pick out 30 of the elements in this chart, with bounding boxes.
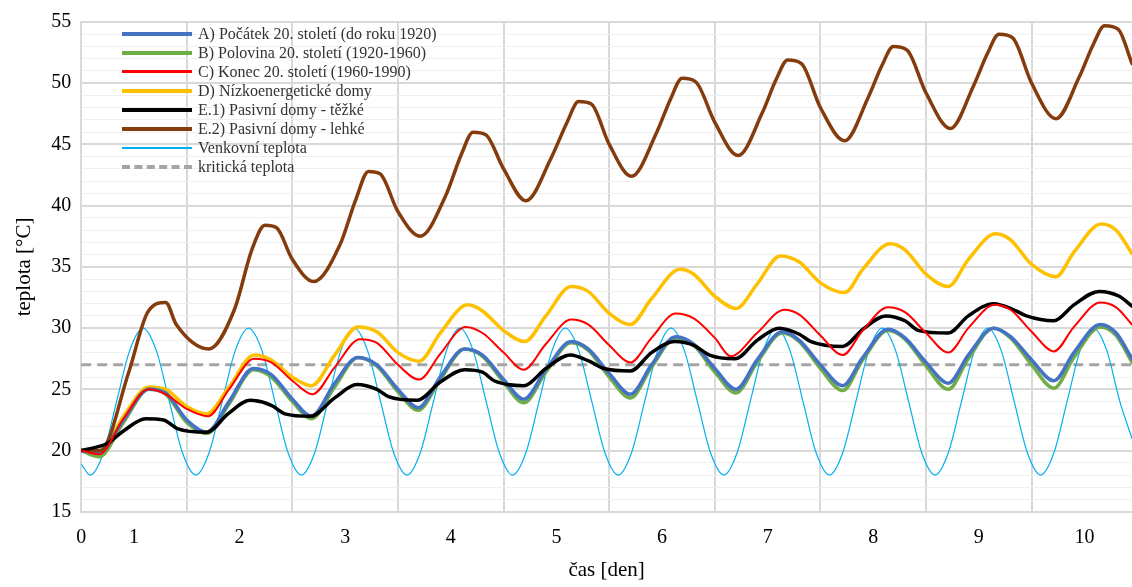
y-tick-label: 40: [51, 192, 72, 215]
legend-label: kritická teplota: [198, 157, 295, 176]
x-tick-label: 10: [1074, 525, 1095, 548]
legend-label: C) Konec 20. století (1960-1990): [198, 62, 411, 81]
x-tick-label: 8: [868, 525, 879, 548]
y-tick-label: 55: [51, 9, 72, 32]
x-tick-label: 2: [234, 525, 245, 548]
legend-label: A) Počátek 20. století (do roku 1920): [198, 24, 437, 43]
legend-label: E.1) Pasivní domy - těžké: [198, 100, 364, 119]
x-tick-label: 3: [340, 525, 351, 548]
y-tick-label: 30: [51, 315, 72, 338]
legend-label: D) Nízkoenergetické domy: [198, 81, 372, 100]
x-tick-label: 7: [762, 525, 773, 548]
y-tick-label: 15: [51, 499, 72, 522]
legend-label: Venkovní teplota: [198, 138, 307, 157]
x-tick-label: 4: [445, 525, 456, 548]
x-tick-label: 0: [76, 525, 87, 548]
x-tick-label: 9: [973, 525, 984, 548]
y-tick-label: 25: [51, 376, 72, 399]
x-tick-label: 5: [551, 525, 562, 548]
x-axis-title: čas [den]: [568, 556, 645, 581]
y-tick-label: 35: [51, 254, 72, 277]
legend-label: E.2) Pasivní domy - lehké: [198, 119, 365, 138]
y-tick-label: 45: [51, 131, 72, 154]
y-tick-label: 20: [51, 437, 72, 460]
legend-label: B) Polovina 20. století (1920-1960): [198, 43, 426, 62]
x-tick-label: 1: [129, 525, 139, 548]
x-tick-label: 6: [657, 525, 668, 548]
y-tick-label: 50: [51, 70, 72, 93]
y-axis-title: teplota [°C]: [11, 217, 36, 317]
